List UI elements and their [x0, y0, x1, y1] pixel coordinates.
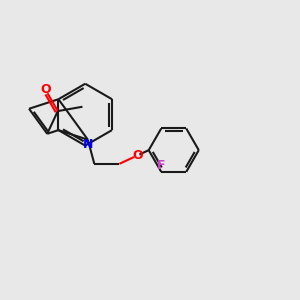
Text: O: O	[40, 83, 51, 96]
Text: O: O	[132, 149, 143, 162]
Text: F: F	[157, 159, 166, 172]
Text: N: N	[83, 139, 93, 152]
